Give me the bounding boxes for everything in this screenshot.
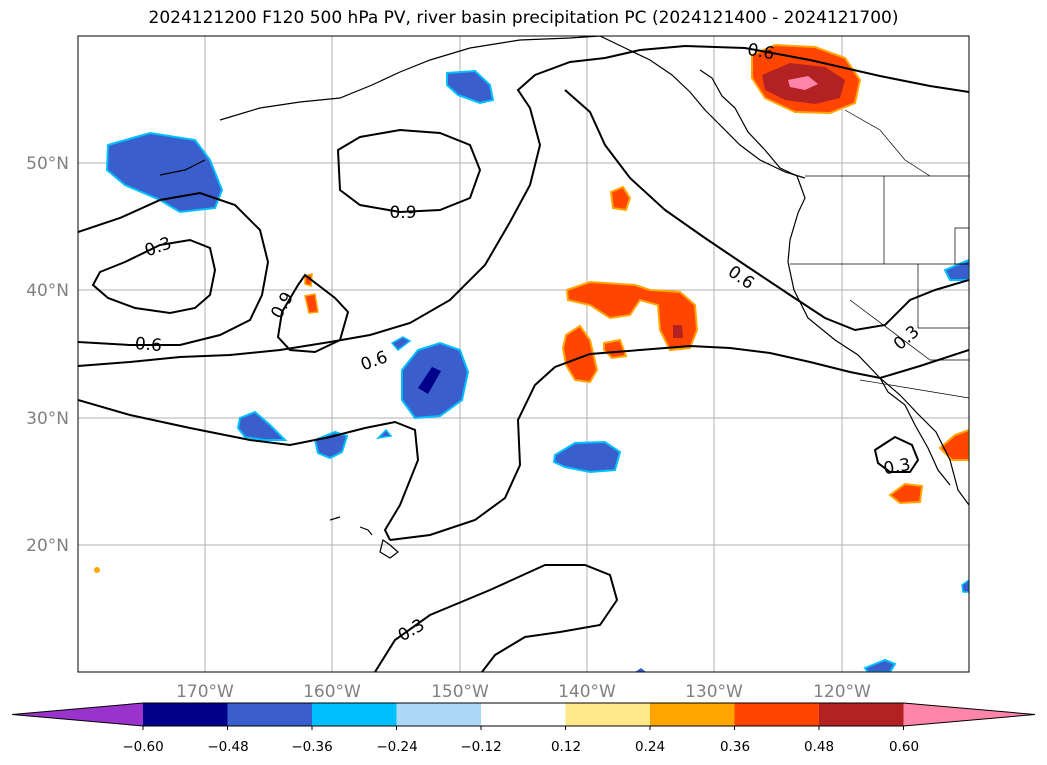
lon-label: 170°W <box>176 682 234 702</box>
contour-label: 0.6 <box>746 40 776 64</box>
lon-label: 120°W <box>813 682 871 702</box>
map-area <box>78 36 969 672</box>
map-title: 2024121200 F120 500 hPa PV, river basin … <box>148 8 899 28</box>
colorbar-segment <box>481 703 566 726</box>
colorbar-tick-label: −0.24 <box>376 739 417 755</box>
colorbar-segment <box>650 703 735 726</box>
positive-precip-areas <box>94 43 969 672</box>
colorbar-tick-label: 0.24 <box>635 739 665 755</box>
colorbar-tick-label: −0.60 <box>122 739 163 755</box>
negative-precip-areas <box>105 69 969 672</box>
colorbar-tick-label: 0.36 <box>720 739 750 755</box>
latitude-labels: 50°N 40°N 30°N 20°N <box>26 154 69 556</box>
lon-label: 140°W <box>558 682 616 702</box>
coastlines <box>159 36 969 559</box>
longitude-labels: 170°W 160°W 150°W 140°W 130°W 120°W <box>176 682 871 702</box>
colorbar-ticks: −0.60 −0.48 −0.36 −0.24 −0.12 0.12 0.24 … <box>122 739 919 755</box>
lat-label: 20°N <box>26 536 69 556</box>
colorbar-extend-low <box>12 703 143 726</box>
colorbar-segment <box>819 703 904 726</box>
contour-label: 0.6 <box>134 334 163 356</box>
lat-label: 30°N <box>26 409 69 429</box>
political-borders <box>790 109 969 399</box>
colorbar-segment <box>312 703 397 726</box>
colorbar-segment <box>565 703 651 726</box>
pv-contours <box>78 44 969 672</box>
colorbar-segment <box>734 703 820 726</box>
lon-label: 130°W <box>685 682 743 702</box>
colorbar-tick-label: 0.12 <box>551 739 581 755</box>
lon-label: 160°W <box>303 682 361 702</box>
lon-label: 150°W <box>431 682 489 702</box>
lat-label: 40°N <box>26 281 69 301</box>
colorbar-segment <box>227 703 313 726</box>
colorbar-tick-label: −0.48 <box>207 739 248 755</box>
colorbar-tick-label: 0.60 <box>889 739 919 755</box>
colorbar-tick-label: 0.48 <box>804 739 834 755</box>
colorbar-segment <box>396 703 482 726</box>
lat-label: 50°N <box>26 154 69 174</box>
colorbar-segment <box>143 703 228 726</box>
map-frame <box>77 35 970 673</box>
colorbar-extend-high <box>903 703 1035 726</box>
colorbar <box>11 702 1036 730</box>
contour-label: 0.9 <box>389 203 416 223</box>
colorbar-tick-label: −0.12 <box>460 739 501 755</box>
contour-label: 0.3 <box>882 455 912 479</box>
colorbar-tick-label: −0.36 <box>291 739 332 755</box>
gridlines <box>78 36 969 672</box>
